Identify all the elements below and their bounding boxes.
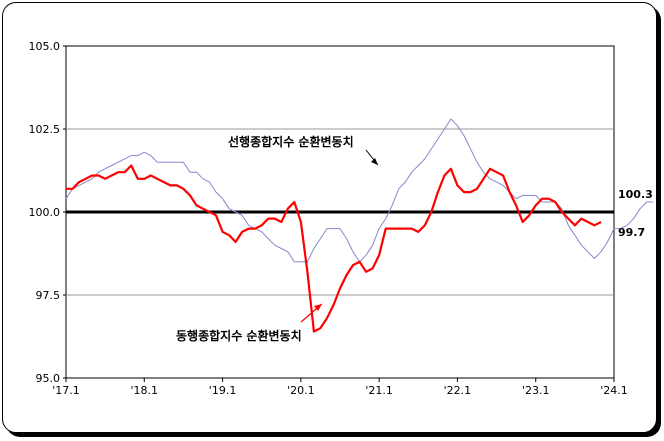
- coincident-annotation-arrowhead: [314, 304, 322, 311]
- x-tick-label: '18.1: [131, 384, 159, 397]
- leading-annotation-arrowhead: [371, 158, 378, 165]
- y-tick-label: 102.5: [29, 123, 61, 136]
- y-tick-label: 105.0: [29, 40, 61, 53]
- series-lines: [65, 118, 654, 333]
- end-labels: 100.3 99.7: [618, 188, 653, 239]
- leading-annotation-label: 선행종합지수 순환변동치: [228, 134, 354, 149]
- x-tick-label: '24.1: [600, 384, 628, 397]
- coincident-annotation-label: 동행종합지수 순환변동치: [176, 328, 302, 343]
- x-tick-label: '17.1: [52, 384, 80, 397]
- x-tick-label: '20.1: [287, 384, 315, 397]
- x-tick-label: '19.1: [209, 384, 237, 397]
- x-tick-label: '23.1: [522, 384, 550, 397]
- y-axis-ticks: 105.0 102.5 100.0 97.5 95.0: [29, 40, 66, 385]
- y-tick-label: 100.0: [29, 206, 61, 219]
- x-tick-label: '21.1: [365, 384, 393, 397]
- coincident-index-line: [66, 164, 602, 333]
- y-tick-label: 95.0: [36, 372, 61, 385]
- x-axis-ticks: '17.1 '18.1 '19.1 '20.1 '21.1 '22.1 '23.1 '24.1: [52, 378, 628, 397]
- x-tick-label: '22.1: [444, 384, 472, 397]
- leading-end-label: 100.3: [618, 188, 653, 201]
- coincident-end-label: 99.7: [618, 226, 645, 239]
- grid-lines: [66, 128, 614, 296]
- y-tick-label: 97.5: [36, 289, 61, 302]
